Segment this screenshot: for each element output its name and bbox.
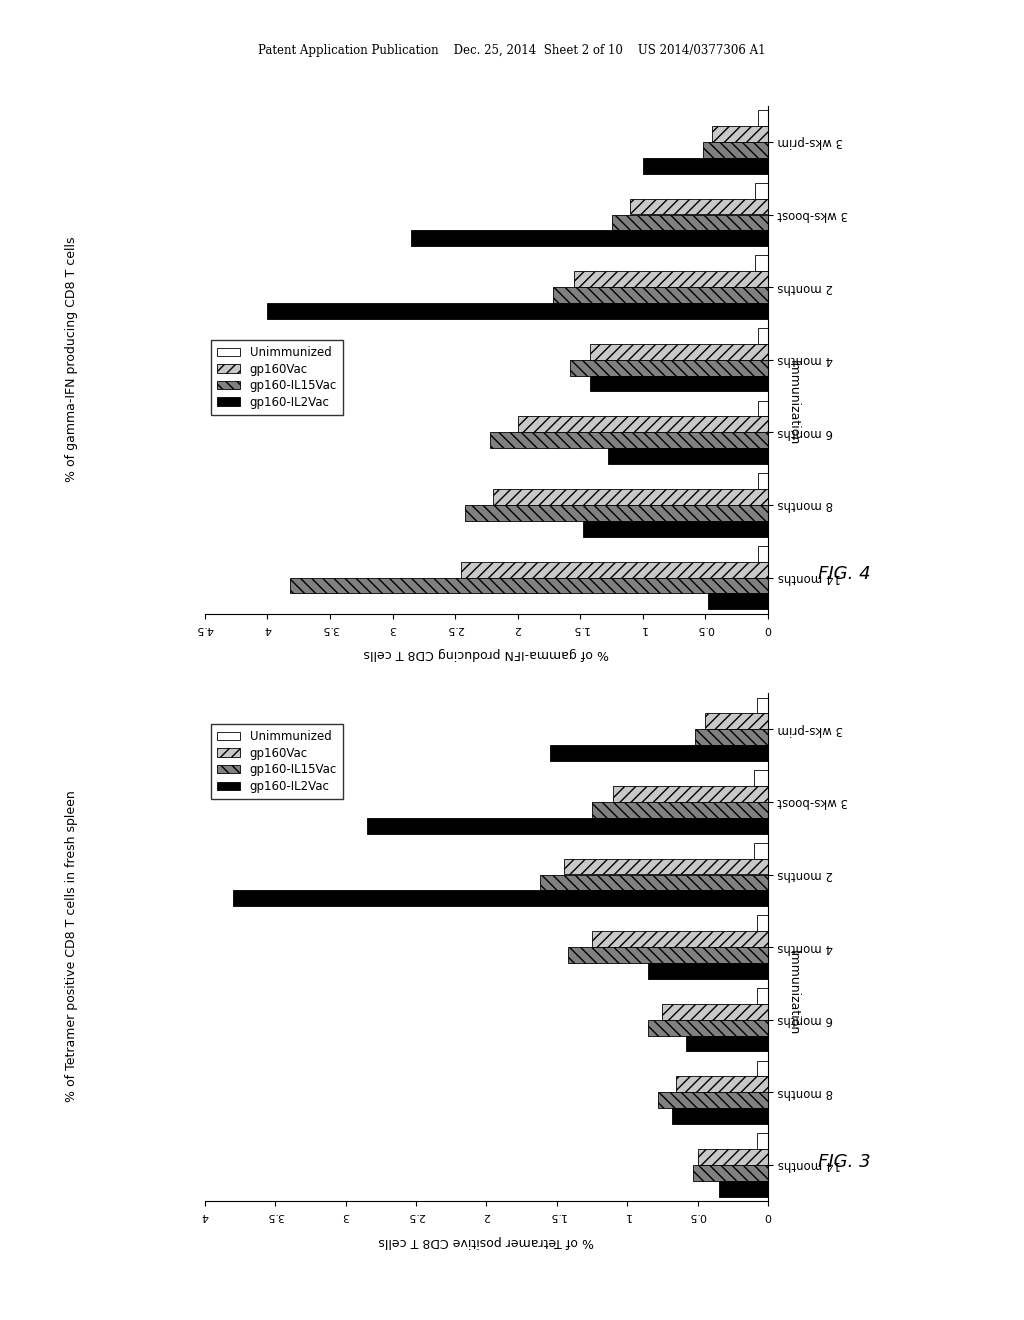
Bar <box>412 230 768 246</box>
Bar <box>758 329 768 345</box>
Bar <box>686 1035 768 1051</box>
Bar <box>590 375 768 391</box>
Bar <box>758 401 768 417</box>
Bar <box>658 1093 768 1107</box>
Bar <box>490 433 768 447</box>
Bar <box>712 127 768 143</box>
Bar <box>570 360 768 375</box>
Bar <box>705 714 768 729</box>
Bar <box>462 562 768 578</box>
Bar <box>754 843 768 859</box>
Bar <box>583 520 768 536</box>
Legend: Unimmunized, gp160Vac, gp160-IL15Vac, gp160-IL2Vac: Unimmunized, gp160Vac, gp160-IL15Vac, gp… <box>211 725 343 799</box>
Bar <box>693 1164 768 1180</box>
Bar <box>672 1107 768 1123</box>
Bar <box>613 787 768 801</box>
Bar <box>590 345 768 359</box>
Bar <box>592 932 768 948</box>
Bar <box>663 1005 768 1019</box>
Bar <box>677 1077 768 1093</box>
Bar <box>608 447 768 463</box>
Text: Immunization: Immunization <box>787 360 800 445</box>
Text: Patent Application Publication    Dec. 25, 2014  Sheet 2 of 10    US 2014/037730: Patent Application Publication Dec. 25, … <box>258 44 766 57</box>
Bar <box>233 890 768 906</box>
Bar <box>756 183 768 199</box>
Text: FIG. 3: FIG. 3 <box>818 1152 871 1171</box>
Bar <box>694 729 768 744</box>
Bar <box>518 417 768 433</box>
Bar <box>757 1134 768 1150</box>
Bar <box>757 916 768 932</box>
Bar <box>648 962 768 978</box>
Bar <box>564 859 768 874</box>
Bar <box>757 1061 768 1077</box>
Bar <box>754 771 768 787</box>
Bar <box>758 111 768 127</box>
Bar <box>465 506 768 520</box>
X-axis label: % of Tetramer positive CD8 T cells: % of Tetramer positive CD8 T cells <box>379 1234 594 1247</box>
Bar <box>540 874 768 890</box>
Bar <box>702 141 768 157</box>
Bar <box>758 474 768 490</box>
Bar <box>643 157 768 173</box>
Bar <box>757 989 768 1005</box>
X-axis label: % of gamma-IFN producing CD8 T cells: % of gamma-IFN producing CD8 T cells <box>364 647 609 660</box>
Bar <box>719 1180 768 1196</box>
Bar <box>550 744 768 760</box>
Bar <box>708 593 768 609</box>
Text: FIG. 4: FIG. 4 <box>818 565 871 583</box>
Bar <box>758 546 768 562</box>
Bar <box>367 817 768 833</box>
Bar <box>756 256 768 272</box>
Bar <box>267 302 768 318</box>
Bar <box>648 1019 768 1035</box>
Bar <box>568 946 768 962</box>
Legend: Unimmunized, gp160Vac, gp160-IL15Vac, gp160-IL2Vac: Unimmunized, gp160Vac, gp160-IL15Vac, gp… <box>211 341 343 414</box>
Bar <box>493 490 768 504</box>
Bar <box>697 1150 768 1164</box>
Bar <box>553 286 768 302</box>
Text: % of gamma-IFN producing CD8 T cells: % of gamma-IFN producing CD8 T cells <box>66 236 78 482</box>
Bar <box>757 698 768 714</box>
Bar <box>290 578 768 593</box>
Text: % of Tetramer positive CD8 T cells in fresh spleen: % of Tetramer positive CD8 T cells in fr… <box>66 791 78 1102</box>
Bar <box>574 272 768 288</box>
Text: Immunization: Immunization <box>787 950 800 1035</box>
Bar <box>631 199 768 214</box>
Bar <box>592 801 768 817</box>
Bar <box>611 214 768 230</box>
